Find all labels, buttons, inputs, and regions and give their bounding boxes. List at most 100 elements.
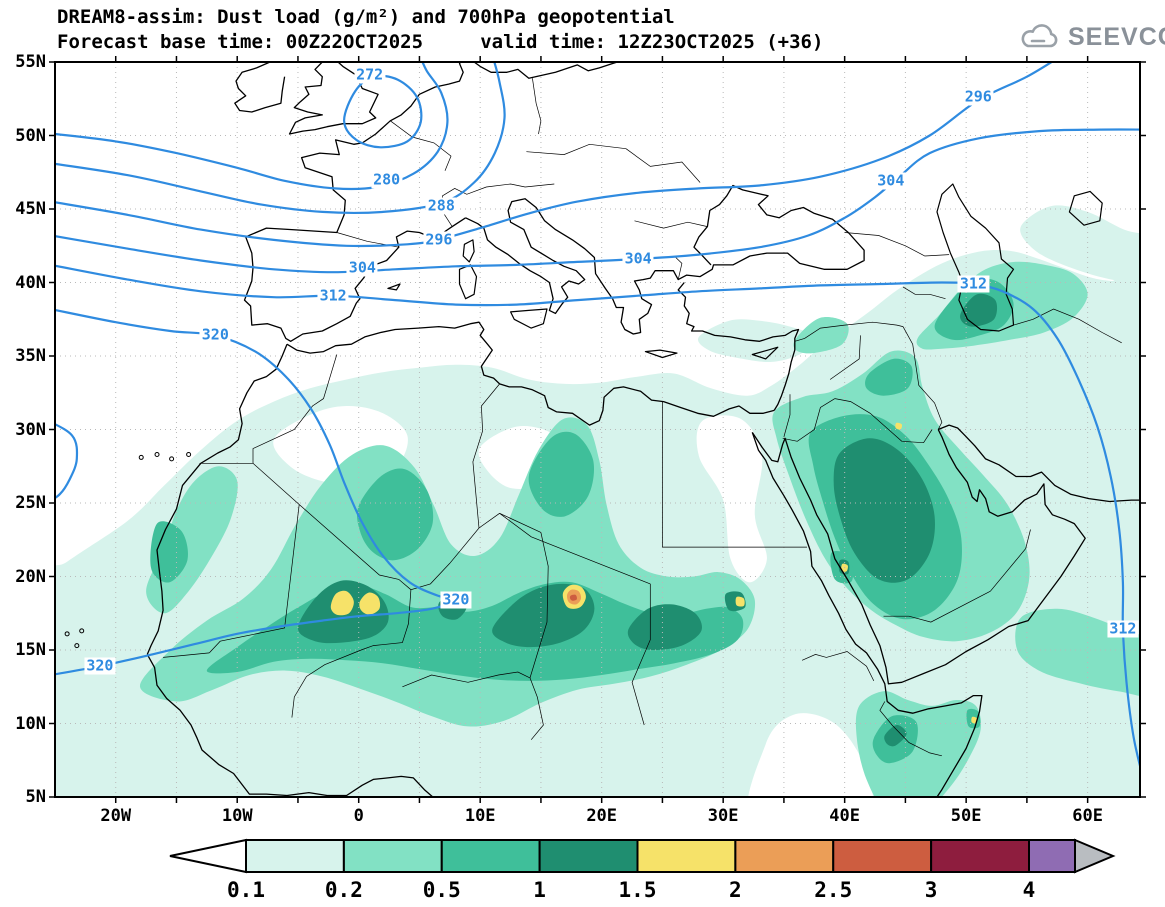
lat-tick-label: 55N — [15, 52, 46, 72]
country-border — [990, 529, 1031, 592]
lon-tick-label: 10W — [221, 806, 253, 826]
geopotential-contour-label: 304 — [875, 171, 907, 190]
coastline — [465, 184, 865, 335]
lat-tick-label: 45N — [15, 199, 46, 219]
coastline — [288, 62, 379, 135]
country-border — [298, 504, 500, 591]
country-border — [499, 512, 542, 533]
lon-tick-label: 50E — [950, 806, 982, 826]
geopotential-contour — [55, 128, 1140, 274]
dust-fill-layer — [357, 468, 434, 561]
lon-tick-label: 60E — [1072, 806, 1103, 826]
seevccc-logo: SEEVCCC — [1018, 22, 1165, 52]
country-border — [526, 143, 627, 155]
lon-tick-label: 40E — [829, 806, 861, 826]
country-border — [402, 671, 531, 688]
coastline — [243, 217, 466, 342]
dust-fill-layer — [330, 590, 354, 616]
island-outline — [510, 308, 548, 329]
legend-segment — [930, 839, 1030, 873]
geopotential-contour-label: 312 — [1107, 619, 1139, 638]
dust-fill-layer — [855, 691, 982, 797]
lat-tick-label: 5N — [25, 787, 46, 807]
lat-tick-label: 10N — [15, 713, 46, 734]
country-border — [163, 652, 210, 658]
legend-tick-label: 3 — [924, 878, 938, 902]
geopotential-contour-label: 296 — [962, 87, 994, 106]
coastline — [286, 321, 775, 426]
small-island — [138, 454, 144, 460]
country-border — [883, 590, 991, 623]
dust-fill-layer — [748, 713, 874, 797]
dust-fill-layer — [696, 415, 767, 583]
legend-segment — [636, 839, 737, 873]
dust-fill-layer — [960, 293, 998, 327]
legend-segment — [440, 839, 541, 873]
country-border — [902, 286, 946, 300]
small-island — [154, 451, 160, 457]
dust-fill-layer — [865, 358, 913, 396]
geopotential-contour-label: 320 — [84, 656, 116, 675]
chart-subtitle: Forecast base time: 00Z22OCT2025 valid t… — [57, 31, 824, 53]
dust-fill-layer — [569, 594, 577, 601]
dust-fill-layer — [528, 431, 595, 517]
lat-tick-label: 30N — [15, 419, 46, 440]
legend-tick-label: 2 — [729, 878, 742, 902]
country-border — [390, 120, 452, 171]
geopotential-contour-label: 288 — [425, 196, 457, 215]
coastline — [245, 62, 464, 238]
coastline — [146, 343, 288, 655]
dust-fill-layer — [833, 438, 935, 583]
dust-fill-layer — [735, 596, 745, 607]
geopotential-contour-label: 320 — [440, 590, 472, 609]
geopotential-contour-label: 320 — [199, 325, 231, 344]
country-border — [532, 78, 542, 135]
coastline — [473, 62, 618, 79]
dust-fill-layer — [150, 521, 189, 583]
island-outline — [462, 239, 475, 263]
country-border — [252, 463, 300, 505]
country-border — [291, 589, 412, 718]
dust-fill-layer — [1020, 205, 1140, 285]
coastline — [937, 424, 1140, 503]
geopotential-contour-label: 280 — [371, 170, 403, 189]
dust-fill-layer — [627, 604, 702, 651]
country-border — [1013, 308, 1122, 344]
geopotential-contour — [55, 62, 506, 215]
geopotential-contour — [55, 308, 458, 676]
legend-underflow-arrow — [169, 838, 247, 874]
coastline — [751, 432, 983, 797]
coastline — [234, 62, 286, 113]
country-border — [834, 398, 933, 444]
island-outline — [1068, 190, 1103, 226]
dust-fill-layer — [895, 422, 903, 430]
geopotential-contour-label: 312 — [957, 274, 989, 293]
country-border — [829, 335, 861, 380]
coastline — [146, 654, 434, 797]
small-island — [79, 628, 85, 634]
chart-title: DREAM8-assim: Dust load (g/m²) and 700hP… — [57, 6, 675, 28]
dust-fill-layer — [884, 724, 907, 747]
geopotential-contour — [55, 422, 79, 500]
lat-tick-label: 25N — [15, 493, 46, 513]
map-plot-area — [55, 62, 1140, 797]
small-island — [74, 643, 80, 649]
country-border — [879, 701, 942, 757]
legend-overflow-segment — [1028, 839, 1076, 873]
country-border — [844, 232, 950, 257]
country-border — [499, 513, 651, 585]
logo-text: SEEVCCC — [1068, 22, 1165, 51]
dust-fill-layer — [359, 592, 381, 615]
legend-segment — [342, 839, 443, 873]
geopotential-contour-label: 272 — [354, 65, 386, 84]
legend-tick-label: 0.2 — [324, 878, 363, 902]
legend-tick-label: 2.5 — [814, 878, 853, 902]
lat-tick-label: 35N — [15, 346, 46, 366]
geopotential-contour — [55, 62, 1054, 248]
coastline — [677, 282, 800, 411]
geopotential-contour-label: 304 — [622, 249, 654, 268]
legend-segment — [734, 839, 835, 873]
